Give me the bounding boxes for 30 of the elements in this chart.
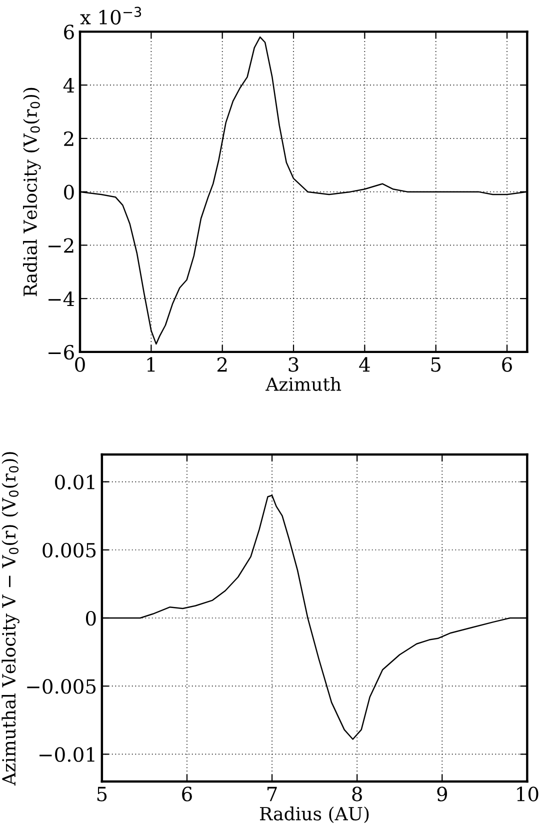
- y-axis-title: Azimuthal Velocity V − V$_{0}$(r) (V$_{0}$(r$_{0}$)): [2, 452, 20, 786]
- x-tick-label: 10: [517, 786, 538, 802]
- y-tick-label: 0.01: [55, 474, 94, 490]
- y-axis-title: Radial Velocity (V$_{0}$(r$_{0}$)): [23, 88, 41, 296]
- x-tick-label: 0: [75, 357, 85, 372]
- x-tick-label: 6: [182, 786, 192, 802]
- y-tick-label: 0: [64, 184, 74, 200]
- y-tick-label: 6: [64, 24, 74, 40]
- x-axis-title: Azimuth: [266, 377, 342, 391]
- y-tick-label: −0.005: [27, 679, 96, 694]
- x-tick-label: 3: [288, 357, 298, 372]
- y-tick-label: −0.01: [40, 747, 94, 762]
- x-tick-label: 7: [267, 786, 277, 802]
- y-tick-label: 2: [64, 131, 74, 146]
- x-tick-label: 6: [502, 357, 512, 372]
- y-tick-label: 4: [63, 78, 74, 92]
- x-tick-label: 5: [97, 786, 107, 802]
- x-tick-label: 2: [217, 357, 227, 372]
- y-tick-label: −2: [48, 238, 74, 253]
- text: x 10$^{−3}$: [80, 6, 142, 25]
- y-tick-label: 0: [86, 610, 96, 626]
- x-tick-label: 5: [431, 357, 441, 372]
- y-tick-label: −6: [48, 344, 74, 360]
- y-tick-label: −4: [48, 292, 74, 306]
- x-tick-label: 9: [437, 786, 448, 802]
- x-tick-label: 4: [359, 357, 370, 372]
- x-tick-label: 1: [147, 357, 155, 372]
- y-tick-label: 0.005: [42, 542, 96, 558]
- x-axis-title: Radius (AU): [260, 806, 369, 824]
- x-tick-label: 8: [352, 786, 362, 802]
